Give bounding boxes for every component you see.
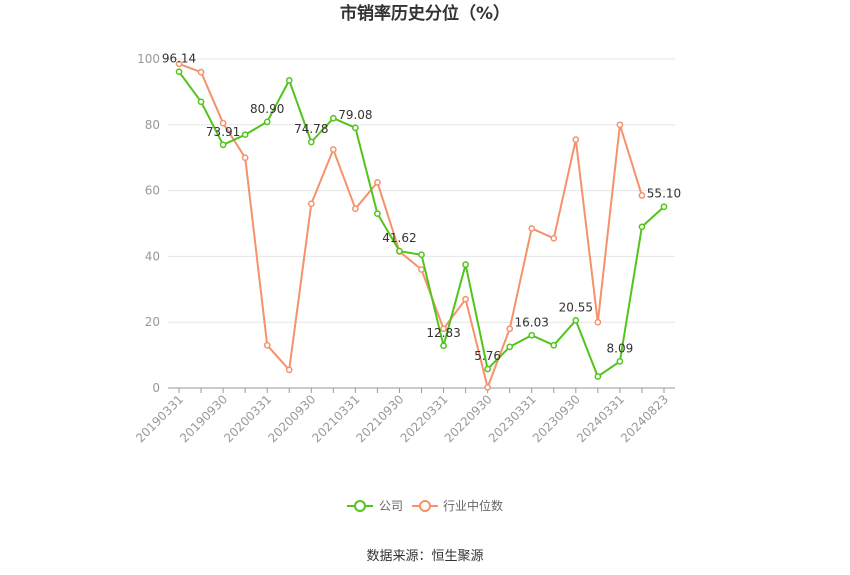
data-point-1 [462,295,469,303]
legend-marker-company [354,500,366,512]
data-point-0 [550,341,558,349]
y-tick-label: 0 [152,381,160,395]
y-tick-label: 20 [145,315,160,329]
data-point-1 [307,200,315,208]
data-point-1 [572,136,580,143]
data-label: 74.78 [294,122,328,136]
data-labels: 96.14 73.91 80.90 74.78 79.08 41.62 12.83 5.76 1… [162,52,681,363]
data-point-0 [263,118,271,126]
data-label: 5.76 [474,349,501,363]
data-point-1 [440,325,447,333]
legend[interactable]: 公司 行业中位数 [347,498,503,513]
legend-label-industry-median: 行业中位数 [443,498,503,513]
grid-lines [168,58,675,323]
data-point-1 [197,68,205,76]
data-label: 16.03 [515,315,549,329]
data-point-0 [616,358,624,365]
series-line-1 [178,62,643,389]
legend-item-industry-median[interactable]: 行业中位数 [412,498,503,513]
data-point-0 [418,251,425,259]
data-label: 79.08 [338,108,372,122]
data-label: 20.55 [559,300,593,314]
data-point-0 [506,343,514,351]
data-point-1 [616,121,624,129]
data-point-0 [572,317,580,324]
y-tick-label: 80 [145,118,160,132]
data-point-0 [484,365,491,373]
data-point-1 [594,318,602,326]
data-label: 12.83 [426,326,460,340]
data-point-1 [550,234,558,242]
data-point-1 [418,266,425,273]
data-point-1 [638,192,646,199]
y-tick-label: 60 [145,184,160,198]
legend-label-company: 公司 [379,499,403,513]
data-point-0 [594,373,602,380]
chart-title: 市销率历史分位（%） [340,3,510,24]
series-layer [175,60,668,391]
data-point-0 [219,141,227,149]
series-line-0 [178,71,665,378]
data-point-1 [263,341,271,349]
data-point-0 [329,114,337,122]
data-source: 数据来源：恒生聚源 [366,549,483,564]
data-point-1 [506,325,514,333]
data-label: 8.09 [607,341,634,355]
data-point-1 [219,119,227,127]
data-point-0 [440,342,447,350]
y-axis-ticks: 0 20 40 60 80 100 [137,52,160,395]
data-point-0 [175,68,183,76]
data-point-1 [285,366,293,374]
data-point-0 [660,203,668,211]
y-tick-label: 40 [145,249,160,263]
x-axis: 2019033120190930202003312020093020210331… [133,387,675,445]
data-point-0 [307,138,315,146]
data-label: 55.10 [647,187,681,201]
data-point-0 [396,247,403,255]
data-point-1 [528,225,536,232]
data-point-1 [352,205,359,213]
data-point-0 [197,98,205,106]
data-point-0 [285,77,293,84]
data-point-0 [352,124,359,132]
data-point-1 [241,154,249,162]
y-tick-label: 100 [137,52,160,66]
legend-item-company[interactable]: 公司 [347,499,403,513]
data-point-1 [329,146,337,153]
data-point-0 [528,331,536,339]
data-point-0 [638,223,646,231]
legend-marker-industry-median [419,500,431,512]
data-label: 73.91 [206,125,240,139]
x-tick-label: 20240823 [618,392,671,445]
data-label: 41.62 [382,231,416,245]
data-point-1 [484,383,491,391]
data-label: 80.90 [250,102,284,116]
data-point-0 [462,261,469,268]
data-label: 96.14 [162,52,196,66]
data-point-1 [175,60,183,68]
data-point-1 [374,179,381,186]
data-point-0 [241,131,249,139]
data-point-0 [374,210,381,217]
